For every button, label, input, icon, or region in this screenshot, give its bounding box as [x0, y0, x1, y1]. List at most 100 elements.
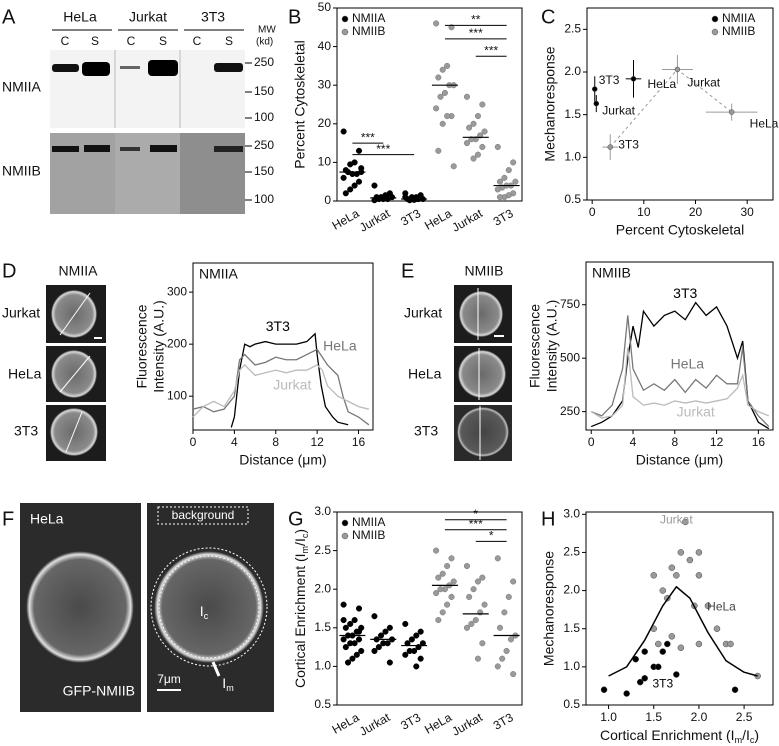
- data-point: [479, 143, 486, 151]
- data-point: [503, 647, 510, 655]
- micrograph-title: NMIIA: [59, 263, 99, 279]
- data-point: [444, 113, 451, 120]
- y-tick-label: 50: [318, 0, 332, 14]
- y-tick-label: 3.0: [314, 504, 331, 518]
- data-point: [463, 562, 471, 570]
- micrographs-e: NMIIB Jurkat HeLa 3T3: [404, 263, 512, 461]
- significance-label: **: [471, 13, 481, 27]
- data-point: [382, 628, 389, 635]
- data-point: [655, 640, 662, 648]
- data-point: [463, 624, 471, 631]
- data-point: [439, 609, 446, 616]
- annotation: HeLa: [707, 600, 736, 614]
- plot-frame: [585, 511, 774, 706]
- x-axis-label-part: Cortical Enrichment (I: [600, 727, 735, 743]
- data-point: [344, 659, 352, 666]
- band: [214, 146, 243, 152]
- data-point: [695, 549, 703, 556]
- legend-label: NMIIA: [352, 11, 385, 25]
- data-point: [417, 655, 424, 662]
- data-point: [468, 620, 475, 627]
- data-point: [623, 690, 630, 697]
- data-point: [340, 601, 347, 608]
- data-point: [342, 624, 349, 631]
- data-point: [695, 572, 703, 579]
- point-label: HeLa: [750, 116, 779, 130]
- data-point: [496, 178, 504, 185]
- data-point: [501, 609, 508, 616]
- y-tick-label: 0.5: [314, 697, 331, 711]
- data-point: [673, 671, 680, 678]
- x-tick-label: 16: [752, 435, 766, 449]
- data-point: [674, 66, 681, 73]
- data-point: [371, 182, 378, 189]
- data-point: [371, 613, 378, 620]
- row-label: HeLa: [408, 366, 442, 382]
- data-point: [481, 601, 488, 608]
- data-point: [448, 555, 455, 562]
- data-point: [731, 686, 739, 693]
- band: [52, 146, 79, 152]
- data-line: [192, 348, 370, 426]
- x-tick-label: HeLa: [422, 710, 454, 737]
- data-point: [439, 570, 446, 577]
- data-point: [433, 20, 440, 27]
- series-label: HeLa: [323, 337, 357, 353]
- image-label: GFP-NMIIB: [63, 683, 135, 699]
- y-tick-label: 100: [167, 388, 187, 402]
- series-label: HeLa: [671, 355, 705, 371]
- mw-value: 150: [254, 84, 274, 98]
- legend-marker: [341, 28, 349, 36]
- y-tick-label: 40: [318, 39, 332, 53]
- mw-value: 250: [254, 55, 274, 69]
- x-axis-label: Distance (μm): [636, 452, 723, 468]
- y-tick-label: 300: [167, 284, 187, 298]
- panel-letter: B: [288, 6, 301, 28]
- data-point: [450, 578, 457, 585]
- plot-title: NMIIA: [199, 266, 239, 282]
- fraction: S: [91, 34, 99, 48]
- data-point: [355, 636, 363, 643]
- blot-image: [180, 133, 245, 214]
- data-point: [448, 24, 455, 31]
- legend-label: NMIIB: [352, 528, 385, 542]
- y-tick-label: 0.5: [563, 697, 580, 711]
- data-point: [664, 640, 671, 648]
- x-tick-label: 0: [588, 435, 595, 449]
- data-line: [230, 332, 349, 428]
- panel-letter: F: [2, 508, 14, 530]
- row-label: 3T3: [14, 423, 38, 439]
- annotation: 3T3: [652, 677, 673, 691]
- x-tick-label: 1.0: [600, 710, 617, 724]
- micrograph-title: NMIIB: [465, 263, 504, 279]
- data-point: [636, 678, 644, 686]
- cell-line: HeLa: [63, 9, 97, 25]
- roi-label: background: [172, 508, 235, 522]
- panel-letter: C: [541, 6, 555, 28]
- data-point: [463, 93, 471, 100]
- y-tick-label: 2.0: [563, 583, 580, 597]
- scale-label: 7μm: [157, 672, 181, 686]
- data-point: [507, 636, 515, 643]
- y-axis-label-part: c: [300, 533, 310, 538]
- y-tick-label: 0: [324, 193, 331, 207]
- panel-letter: A: [2, 6, 16, 28]
- data-line: [590, 347, 770, 419]
- data-point: [340, 128, 347, 135]
- data-point: [659, 648, 667, 655]
- y-tick-label: 750: [560, 297, 580, 311]
- data-point: [668, 564, 676, 571]
- x-axis-label-part: ): [754, 727, 759, 743]
- data-point: [358, 165, 365, 172]
- data-point: [479, 640, 486, 647]
- y-tick-label: 2.5: [564, 22, 581, 36]
- point-label: HeLa: [648, 77, 677, 91]
- data-point: [380, 640, 387, 647]
- x-tick-label: 2.5: [736, 710, 753, 724]
- data-point: [479, 101, 486, 108]
- data-point: [342, 190, 349, 197]
- data-point: [510, 671, 517, 678]
- legend-marker: [711, 15, 719, 23]
- data-point: [659, 587, 667, 594]
- y-axis-label: Cortical Enrichment (Im/Ic): [292, 529, 311, 688]
